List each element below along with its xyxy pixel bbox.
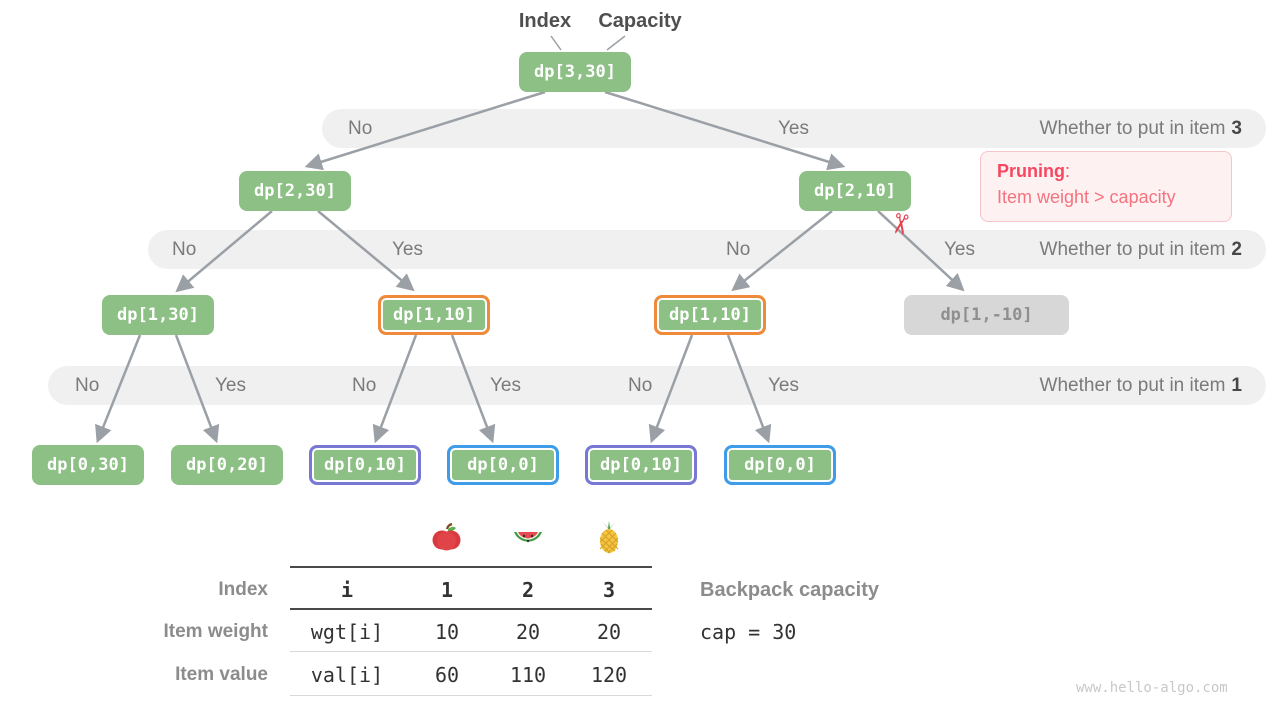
watermark: www.hello-algo.com: [1076, 680, 1228, 696]
decision-band-item-2: No Yes No Yes Whether to put in item 2: [148, 230, 1266, 269]
answer-label: Yes: [778, 118, 809, 139]
pruning-title: Pruning:: [997, 161, 1071, 181]
row-header-weight: Item weight: [163, 621, 268, 642]
table-rule-bottom: [290, 695, 652, 696]
node-label: dp[1,30]: [117, 305, 199, 325]
node-label: dp[0,30]: [47, 455, 129, 475]
apple-icon: [402, 522, 492, 554]
backpack-capacity-value: cap = 30: [700, 620, 797, 644]
answer-label: No: [628, 375, 653, 396]
tree-node-dp-1-10-a: dp[1,10]: [378, 295, 490, 335]
answer-label: Yes: [392, 239, 423, 260]
index-header-label: Index: [518, 10, 572, 32]
pineapple-icon: [564, 520, 654, 554]
node-label: dp[1,10]: [393, 305, 475, 325]
tree-node-dp-2-10: dp[2,10]: [799, 171, 911, 211]
node-label: dp[0,0]: [744, 455, 816, 475]
node-label: dp[1,10]: [669, 305, 751, 325]
table-cell: 10: [434, 620, 460, 644]
row-header-index: Index: [218, 579, 268, 600]
tree-node-dp-0-0-a: dp[0,0]: [447, 445, 559, 485]
answer-label: No: [75, 375, 100, 396]
node-label: dp[3,30]: [534, 62, 616, 82]
answer-label: No: [726, 239, 751, 260]
table-cell: val[i]: [310, 663, 384, 687]
tree-node-dp-1-10-b: dp[1,10]: [654, 295, 766, 335]
answer-label: Yes: [490, 375, 521, 396]
table-cell: 110: [509, 663, 547, 687]
node-label: dp[2,10]: [814, 181, 896, 201]
answer-label: No: [172, 239, 197, 260]
row-header-value: Item value: [175, 664, 268, 685]
band-question: Whether to put in item 1: [1039, 375, 1242, 396]
node-label: dp[0,0]: [467, 455, 539, 475]
tree-node-dp-0-10-b: dp[0,10]: [585, 445, 697, 485]
pruning-callout: Pruning: Item weight > capacity: [980, 151, 1232, 222]
tree-node-dp-1-30: dp[1,30]: [102, 295, 214, 335]
capacity-header-label: Capacity: [598, 10, 682, 32]
table-cell: 60: [434, 663, 460, 687]
watermelon-icon: [483, 524, 573, 552]
table-cell: 20: [596, 620, 622, 644]
node-label: dp[2,30]: [254, 181, 336, 201]
decision-band-item-1: No Yes No Yes No Yes Whether to put in i…: [48, 366, 1266, 405]
tree-node-dp-0-10-a: dp[0,10]: [309, 445, 421, 485]
node-label: dp[0,10]: [324, 455, 406, 475]
tree-node-dp-0-30: dp[0,30]: [32, 445, 144, 485]
scissors-icon: ✂: [882, 209, 918, 239]
pruning-body: Item weight > capacity: [997, 187, 1176, 207]
table-rule-mid: [290, 651, 652, 652]
node-label: dp[0,20]: [186, 455, 268, 475]
table-cell: wgt[i]: [310, 620, 384, 644]
answer-label: Yes: [768, 375, 799, 396]
band-question: Whether to put in item 3: [1039, 118, 1242, 139]
answer-label: No: [348, 118, 373, 139]
decision-band-item-3: No Yes Whether to put in item 3: [322, 109, 1266, 148]
node-label: dp[1,-10]: [940, 305, 1033, 325]
table-cell: 3: [602, 578, 616, 602]
table-rule-header: [290, 608, 652, 610]
tree-node-dp-0-20: dp[0,20]: [171, 445, 283, 485]
table-cell: 1: [440, 578, 454, 602]
band-question: Whether to put in item 2: [1039, 239, 1242, 260]
backpack-capacity-label: Backpack capacity: [700, 579, 880, 601]
node-label: dp[0,10]: [600, 455, 682, 475]
tree-node-dp-2-30: dp[2,30]: [239, 171, 351, 211]
table-rule-top: [290, 566, 652, 568]
table-cell: 2: [521, 578, 535, 602]
answer-label: Yes: [944, 239, 975, 260]
tree-node-dp-1-neg10: dp[1,-10]: [904, 295, 1069, 335]
table-cell: i: [340, 578, 354, 602]
table-cell: 20: [515, 620, 541, 644]
answer-label: No: [352, 375, 377, 396]
table-cell: 120: [590, 663, 628, 687]
tree-node-dp-3-30: dp[3,30]: [519, 52, 631, 92]
answer-label: Yes: [215, 375, 246, 396]
tree-node-dp-0-0-b: dp[0,0]: [724, 445, 836, 485]
